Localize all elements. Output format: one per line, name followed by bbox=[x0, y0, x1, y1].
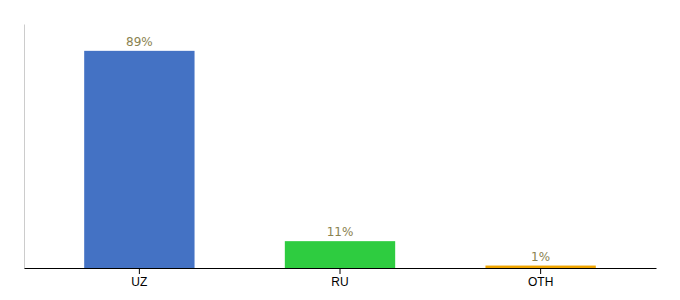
x-axis: UZ RU OTH bbox=[25, 268, 657, 289]
x-tick: OTH bbox=[528, 268, 553, 289]
bar bbox=[485, 266, 595, 268]
x-tick-mark bbox=[540, 268, 541, 274]
x-tick-label: UZ bbox=[131, 275, 147, 289]
bars bbox=[84, 51, 596, 268]
x-tick-label: RU bbox=[331, 275, 348, 289]
data-labels: 89% 11% 1% bbox=[126, 35, 550, 264]
data-label: 11% bbox=[327, 225, 354, 239]
data-label: 1% bbox=[531, 250, 550, 264]
x-tick-mark bbox=[340, 268, 341, 274]
plot-area: UZ RU OTH 89% 11% 1% bbox=[25, 25, 657, 289]
x-tick-mark bbox=[139, 268, 140, 274]
y-axis bbox=[24, 25, 25, 269]
x-tick: UZ bbox=[131, 268, 147, 289]
x-tick: RU bbox=[331, 268, 348, 289]
x-tick-label: OTH bbox=[528, 275, 553, 289]
chart-svg: UZ RU OTH 89% 11% 1% bbox=[0, 0, 680, 300]
y-axis-line bbox=[24, 25, 25, 269]
chart-container: UZ RU OTH 89% 11% 1% bbox=[0, 0, 680, 300]
data-label: 89% bbox=[126, 35, 153, 49]
bar bbox=[84, 51, 194, 268]
bar bbox=[285, 241, 395, 268]
